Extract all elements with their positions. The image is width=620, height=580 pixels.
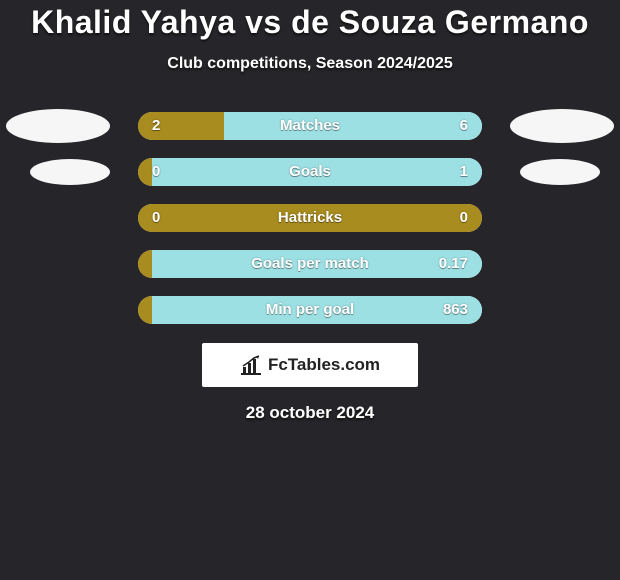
brand-badge[interactable]: FcTables.com [202,343,418,387]
stat-bar: Hattricks 0 0 [138,204,482,232]
stat-bar-right-seg [224,112,482,140]
stat-label: Goals [289,158,331,186]
stat-row: Hattricks 0 0 [0,195,620,241]
stat-bar: Matches 2 6 [138,112,482,140]
stat-right-value: 6 [460,112,468,140]
stat-bar-left-seg [138,296,152,324]
stat-right-value: 863 [443,296,468,324]
stat-label: Min per goal [266,296,354,324]
player-right-avatar [510,109,614,143]
stat-row: Goals per match 0.17 [0,241,620,287]
stat-right-value: 0 [460,204,468,232]
stat-bar-left-seg [138,158,152,186]
date-label: 28 october 2024 [0,403,620,423]
stat-bar: Goals per match 0.17 [138,250,482,278]
player-left-avatar [6,109,110,143]
stat-label: Hattricks [278,204,342,232]
stat-right-value: 0.17 [439,250,468,278]
player-right-avatar [520,159,600,185]
stat-label: Goals per match [251,250,369,278]
brand-text: FcTables.com [268,355,380,375]
stat-left-value: 0 [152,158,160,186]
stat-label: Matches [280,112,340,140]
stat-bar: Min per goal 863 [138,296,482,324]
stat-rows: Matches 2 6 Goals 0 1 Hattricks 0 0 Goals per mat… [0,103,620,333]
page-title: Khalid Yahya vs de Souza Germano [0,4,620,41]
stat-row: Matches 2 6 [0,103,620,149]
comparison-card: Khalid Yahya vs de Souza Germano Club co… [0,0,620,423]
stat-bar: Goals 0 1 [138,158,482,186]
player-left-avatar [30,159,110,185]
stat-left-value: 0 [152,204,160,232]
stat-right-value: 1 [460,158,468,186]
stat-bar-left-seg [138,250,152,278]
bars-chart-icon [240,355,262,375]
stat-bar-left-seg [138,112,224,140]
stat-row: Goals 0 1 [0,149,620,195]
stat-row: Min per goal 863 [0,287,620,333]
subtitle: Club competitions, Season 2024/2025 [0,55,620,73]
stat-left-value: 2 [152,112,160,140]
